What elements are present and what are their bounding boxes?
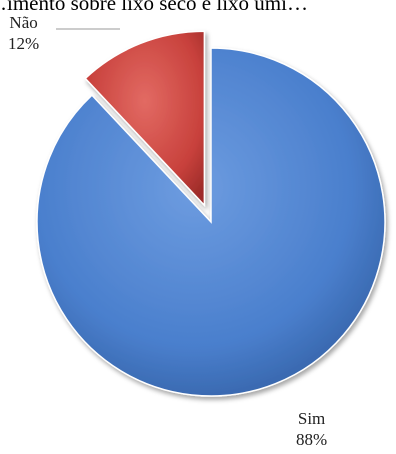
data-label-sim: Sim 88%: [296, 408, 327, 450]
chart-title: …imento sobre lixo seco e lixo úmi…: [0, 0, 308, 15]
data-label-nao-value: 12%: [8, 34, 40, 53]
data-label-nao: Não 12%: [8, 12, 39, 54]
data-label-nao-category: Não: [9, 13, 38, 32]
data-label-sim-category: Sim: [297, 409, 326, 428]
pie-slice-sim: [36, 47, 386, 397]
data-label-sim-value: 88%: [296, 430, 328, 449]
pie-slice-nao: [84, 30, 206, 208]
